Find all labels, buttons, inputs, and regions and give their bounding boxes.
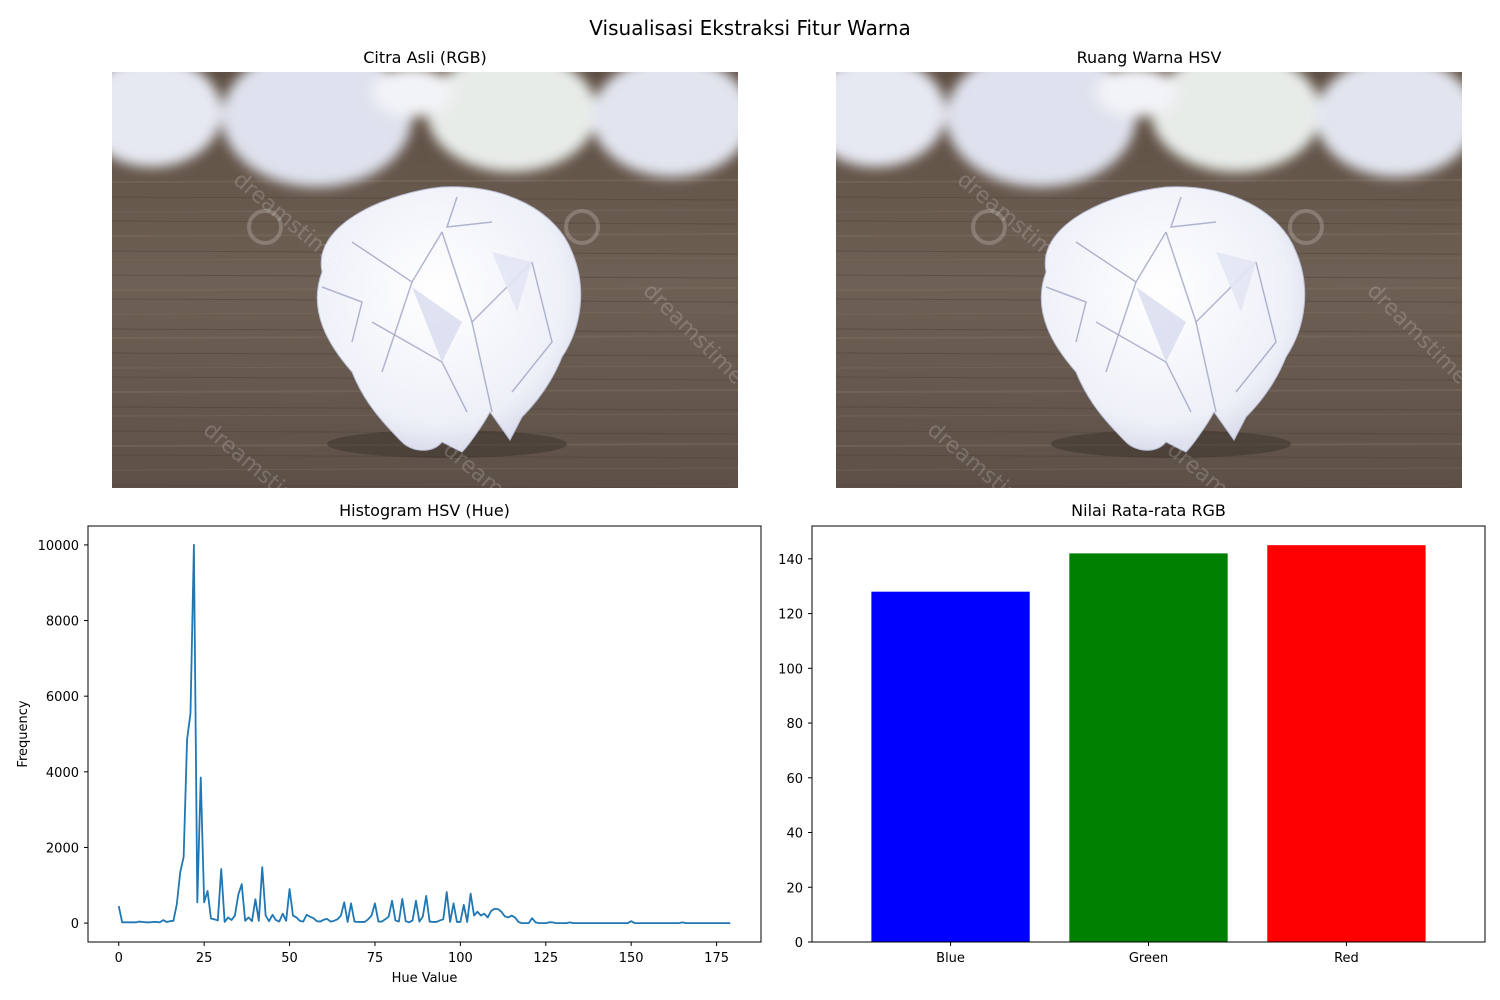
paper-shadow-facet — [412, 287, 462, 362]
figure-title: Visualisasi Ekstraksi Fitur Warna — [589, 16, 911, 40]
watermark-logo — [971, 209, 1007, 245]
paper-facet — [492, 252, 532, 312]
bar-category-label: Red — [1334, 951, 1359, 966]
paper-crease — [1169, 196, 1217, 228]
bar-ytick-label: 60 — [786, 772, 803, 787]
hue-histogram-title: Histogram HSV (Hue) — [339, 501, 510, 520]
hist-ytick-label: 0 — [71, 917, 79, 932]
hist-xtick-label: 0 — [115, 951, 123, 966]
bar-red — [1267, 545, 1426, 942]
bar-ytick-label: 0 — [795, 936, 803, 951]
hist-ytick-label: 6000 — [46, 690, 79, 705]
wood-grain-line — [112, 484, 738, 488]
paper-crease — [471, 321, 493, 413]
hist-plot-frame — [87, 525, 762, 943]
rgb-mean-chart-title: Nilai Rata-rata RGB — [1071, 501, 1226, 520]
wood-grain-line — [836, 484, 1462, 488]
paper-crease — [1235, 261, 1277, 393]
hist-ytick-label: 2000 — [46, 841, 79, 856]
hist-xtick-label: 25 — [196, 951, 213, 966]
watermark-logo — [1288, 209, 1324, 245]
paper-crease — [1195, 321, 1217, 413]
hist-ytick-label: 4000 — [46, 766, 79, 781]
bar-category-label: Blue — [936, 951, 965, 966]
wood-grain-line — [836, 467, 1462, 471]
hist-xtick-label: 125 — [533, 951, 558, 966]
bar-category-label: Green — [1129, 951, 1168, 966]
wood-grain-line — [112, 467, 738, 471]
bar-ytick-label: 140 — [778, 553, 803, 568]
hist-ytick-label: 10000 — [38, 539, 79, 554]
hist-xtick-label: 150 — [619, 951, 644, 966]
crumpled-paper-photo-hsv: dreamstimedreamstimedreamstimedreamstime — [836, 72, 1462, 488]
paper-crease — [445, 196, 493, 228]
hsv-image-title: Ruang Warna HSV — [1076, 48, 1222, 67]
paper-crease — [381, 281, 413, 373]
bar-plot-frame — [811, 525, 1486, 943]
bar-blue — [871, 591, 1030, 942]
watermark-logo — [247, 209, 283, 245]
bar-ytick-label: 40 — [786, 827, 803, 842]
bar-ytick-label: 20 — [786, 881, 803, 896]
hist-x-axis-label: Hue Value — [392, 971, 458, 986]
rgb-mean-bar-chart: Blue Green Red 0 20 40 60 80 100 120 140 — [778, 525, 1486, 966]
paper-crease — [321, 286, 363, 343]
paper-crease — [1105, 281, 1137, 373]
hue-frequency-line — [117, 544, 731, 924]
hsv-image: dreamstimedreamstimedreamstimedreamstime — [836, 72, 1462, 488]
blurred-paper-balls — [836, 72, 1462, 187]
hue-histogram-chart: 0 25 50 75 100 125 150 175 0 2000 4000 6000 8000 1000… — [16, 525, 762, 986]
paper-facet — [1216, 252, 1256, 312]
wood-grain-line — [112, 179, 738, 183]
bar-green — [1069, 553, 1228, 942]
blurred-paper-balls — [112, 72, 738, 187]
rgb-image-title: Citra Asli (RGB) — [363, 48, 487, 67]
hist-xtick-label: 175 — [704, 951, 729, 966]
hist-ytick-label: 8000 — [46, 615, 79, 630]
watermark-logo — [564, 209, 600, 245]
wood-grain-line — [836, 179, 1462, 183]
paper-crease — [511, 261, 553, 393]
paper-shadow-facet — [1136, 287, 1186, 362]
hist-xtick-label: 100 — [448, 951, 473, 966]
hist-xtick-label: 75 — [367, 951, 384, 966]
hist-xtick-label: 50 — [281, 951, 298, 966]
crumpled-paper-photo: dreamstimedreamstimedreamstimedreamstime — [112, 72, 738, 488]
bar-ytick-label: 100 — [778, 662, 803, 677]
bar-ytick-label: 120 — [778, 608, 803, 623]
bar-ytick-label: 80 — [786, 717, 803, 732]
rgb-image: dreamstimedreamstimedreamstimedreamstime — [112, 72, 738, 488]
paper-crease — [1045, 286, 1087, 343]
hist-y-axis-label: Frequency — [16, 700, 31, 767]
